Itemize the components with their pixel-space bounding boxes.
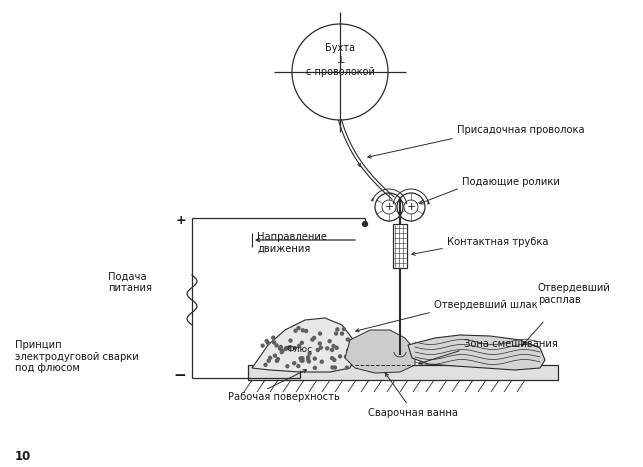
Text: +: + xyxy=(385,202,394,212)
Circle shape xyxy=(340,332,344,336)
Circle shape xyxy=(284,346,289,350)
Text: Отвердевший
расплав: Отвердевший расплав xyxy=(538,283,611,305)
Circle shape xyxy=(273,354,277,358)
Circle shape xyxy=(335,327,340,332)
Circle shape xyxy=(346,348,350,353)
Text: Присадочная проволока: Присадочная проволока xyxy=(457,125,584,135)
Circle shape xyxy=(266,341,270,345)
Circle shape xyxy=(312,366,317,370)
Circle shape xyxy=(304,329,308,333)
Circle shape xyxy=(284,347,288,351)
Circle shape xyxy=(298,356,303,361)
Text: 10: 10 xyxy=(15,450,32,463)
Circle shape xyxy=(276,357,280,361)
Circle shape xyxy=(319,346,323,350)
Circle shape xyxy=(345,337,350,342)
Circle shape xyxy=(287,345,291,350)
Circle shape xyxy=(306,355,311,360)
Circle shape xyxy=(264,362,267,367)
Text: Направление
движения: Направление движения xyxy=(257,232,327,254)
Circle shape xyxy=(264,339,269,343)
Circle shape xyxy=(312,356,317,361)
Circle shape xyxy=(272,340,276,345)
Circle shape xyxy=(296,364,300,368)
Circle shape xyxy=(300,359,305,363)
Circle shape xyxy=(275,359,279,363)
Circle shape xyxy=(331,365,334,370)
Bar xyxy=(393,224,407,268)
Text: +: + xyxy=(406,202,415,212)
Circle shape xyxy=(331,344,336,348)
Circle shape xyxy=(316,348,320,352)
Text: −: − xyxy=(173,368,186,382)
Circle shape xyxy=(330,356,334,361)
Text: +: + xyxy=(176,213,186,226)
Circle shape xyxy=(278,347,282,351)
Circle shape xyxy=(330,348,334,352)
Circle shape xyxy=(266,359,271,363)
Circle shape xyxy=(338,354,342,359)
Text: Принцип
электродуговой сварки
под флюсом: Принцип электродуговой сварки под флюсом xyxy=(15,340,139,373)
Circle shape xyxy=(307,351,312,356)
Circle shape xyxy=(312,336,316,340)
Circle shape xyxy=(293,329,298,333)
Text: Подающие ролики: Подающие ролики xyxy=(462,177,560,187)
Circle shape xyxy=(307,359,311,364)
Circle shape xyxy=(300,328,305,333)
Circle shape xyxy=(306,357,311,362)
Circle shape xyxy=(300,356,305,361)
Text: Отвердевший шлак: Отвердевший шлак xyxy=(434,300,538,310)
Circle shape xyxy=(292,361,296,365)
Circle shape xyxy=(332,365,337,370)
Circle shape xyxy=(275,343,279,347)
Circle shape xyxy=(332,358,336,362)
Circle shape xyxy=(298,368,302,373)
Circle shape xyxy=(320,360,324,364)
Polygon shape xyxy=(408,335,545,370)
Circle shape xyxy=(345,366,349,370)
Circle shape xyxy=(288,339,293,343)
Polygon shape xyxy=(345,330,415,373)
Circle shape xyxy=(310,337,314,342)
Circle shape xyxy=(334,331,338,336)
Text: Рабочая поверхность: Рабочая поверхность xyxy=(228,392,340,402)
Circle shape xyxy=(334,346,339,350)
Polygon shape xyxy=(252,318,355,372)
Circle shape xyxy=(293,346,297,350)
Text: Подача
питания: Подача питания xyxy=(108,271,152,293)
Text: Флюс: Флюс xyxy=(287,346,313,354)
Circle shape xyxy=(280,350,284,354)
Circle shape xyxy=(300,340,304,345)
Circle shape xyxy=(268,355,273,360)
Circle shape xyxy=(297,344,302,348)
Circle shape xyxy=(318,341,322,346)
Text: Бухта
⊥
с проволокой: Бухта ⊥ с проволокой xyxy=(305,43,374,77)
Text: Зона смешивания: Зона смешивания xyxy=(464,339,558,349)
Bar xyxy=(248,365,558,380)
Circle shape xyxy=(278,345,283,349)
Circle shape xyxy=(341,327,346,331)
Circle shape xyxy=(363,221,368,226)
Text: Контактная трубка: Контактная трубка xyxy=(447,237,548,247)
Circle shape xyxy=(327,339,332,343)
Circle shape xyxy=(271,335,275,340)
Circle shape xyxy=(260,343,265,348)
Circle shape xyxy=(318,332,322,336)
Circle shape xyxy=(296,326,301,330)
Circle shape xyxy=(285,364,289,368)
Circle shape xyxy=(344,354,349,359)
Circle shape xyxy=(299,358,303,363)
Circle shape xyxy=(325,346,329,351)
Text: Сварочная ванна: Сварочная ванна xyxy=(368,408,458,418)
Circle shape xyxy=(280,349,284,353)
